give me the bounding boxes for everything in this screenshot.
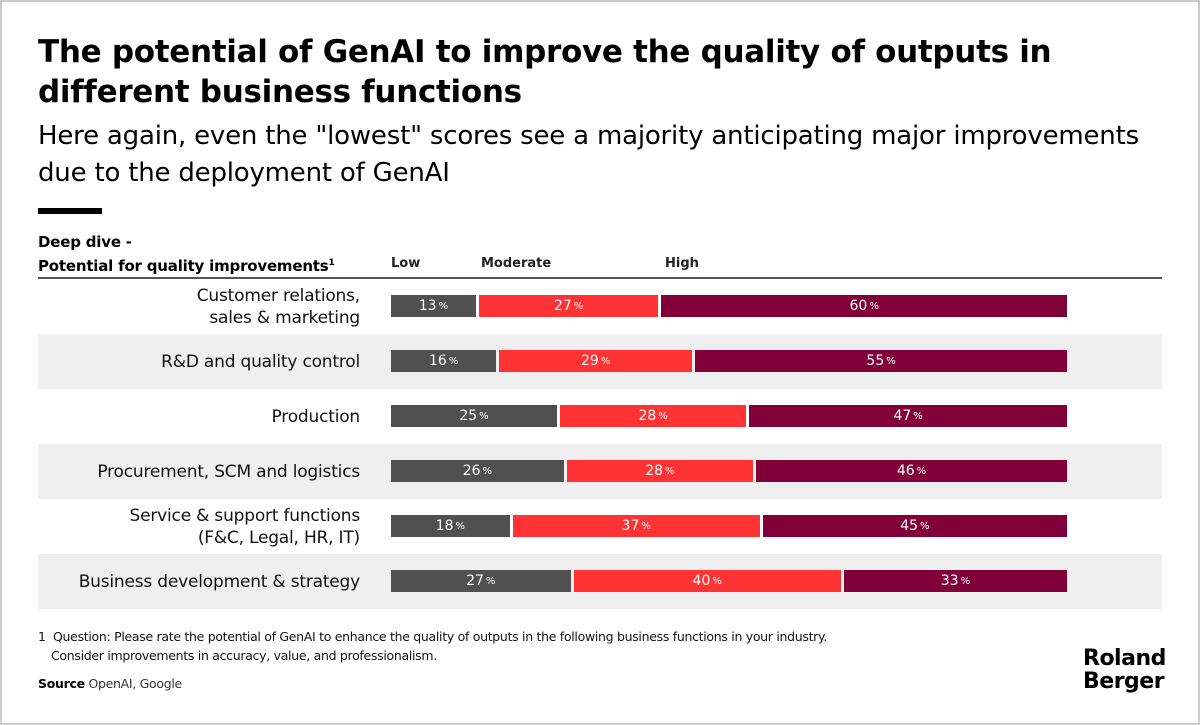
chart-row: Production 25% 28% 47%: [38, 389, 1162, 444]
header-rule: [38, 277, 1162, 279]
category-label: Procurement, SCM and logistics: [97, 461, 360, 482]
footnote-line1: Question: Please rate the potential of G…: [53, 629, 828, 644]
source-label: Source: [38, 676, 85, 691]
chart-title-line1: Deep dive -: [38, 233, 132, 251]
percent-sign: %: [641, 520, 651, 532]
stacked-bar: 26% 28% 46%: [391, 460, 1067, 482]
category-label: Customer relations, sales & marketing: [196, 285, 360, 328]
bar-segment-high: 60%: [661, 295, 1067, 317]
source-text: OpenAI, Google: [88, 676, 182, 691]
chart-row: Service & support functions (F&C, Legal,…: [38, 499, 1162, 554]
bar-segment-moderate: 28%: [560, 405, 747, 427]
stacked-bar: 25% 28% 47%: [391, 405, 1067, 427]
stacked-bar: 13% 27% 60%: [391, 295, 1067, 317]
category-label: Service & support functions (F&C, Legal,…: [129, 505, 361, 548]
stacked-bar: 18% 37% 45%: [391, 515, 1067, 537]
percent-sign: %: [573, 300, 584, 312]
percent-sign: %: [482, 465, 493, 477]
data-label: 40: [692, 573, 711, 589]
bar-segment-moderate: 27%: [478, 295, 659, 317]
data-label: 13: [418, 298, 437, 314]
footnote-number: 1: [38, 629, 46, 644]
percent-sign: %: [960, 575, 971, 587]
data-label: 46: [896, 463, 915, 479]
percent-sign: %: [916, 465, 927, 477]
data-label: 45: [900, 518, 919, 534]
category-label: R&D and quality control: [161, 351, 360, 372]
data-label: 27: [466, 573, 484, 589]
source: Source OpenAI, Google: [38, 676, 182, 691]
data-label: 33: [940, 573, 959, 589]
bar-segment-high: 33%: [843, 570, 1067, 592]
stacked-bar: 27% 40% 33%: [391, 570, 1067, 592]
percent-sign: %: [438, 300, 449, 312]
data-label: 47: [893, 408, 912, 424]
stacked-bar: 16% 29% 55%: [391, 350, 1067, 372]
bar-segment-moderate: 28%: [566, 460, 754, 482]
data-label: 28: [645, 463, 664, 479]
chart-row: Business development & strategy 27% 40% 33%: [38, 554, 1162, 609]
legend-high: High: [665, 256, 699, 271]
bar-segment-high: 47%: [749, 405, 1067, 427]
bar-segment-low: 25%: [391, 405, 557, 427]
percent-sign: %: [600, 355, 611, 367]
data-label: 60: [849, 298, 868, 314]
data-label: 29: [581, 353, 599, 369]
percent-sign: %: [485, 575, 496, 587]
data-label: 28: [638, 408, 657, 424]
bar-segment-low: 13%: [391, 295, 476, 317]
data-label: 37: [621, 518, 640, 534]
percent-sign: %: [913, 410, 923, 422]
data-label: 27: [553, 298, 572, 314]
chart-title: Deep dive - Potential for quality improv…: [38, 232, 335, 277]
bar-segment-low: 26%: [391, 460, 564, 482]
data-label: 25: [459, 408, 478, 424]
footnote-marker: 1: [328, 258, 335, 268]
footnote-line2: Consider improvements in accuracy, value…: [51, 648, 437, 663]
footnote: 1 Question: Please rate the potential of…: [38, 627, 827, 665]
data-label: 55: [866, 353, 885, 369]
bar-segment-low: 16%: [391, 350, 497, 372]
data-label: 18: [435, 518, 454, 534]
percent-sign: %: [479, 410, 489, 422]
percent-sign: %: [712, 575, 722, 587]
accent-rule: [38, 208, 102, 214]
logo-line2: Berger: [1083, 669, 1165, 694]
percent-sign: %: [920, 520, 930, 532]
category-label: Production: [271, 406, 361, 427]
percent-sign: %: [448, 355, 459, 367]
chart-row: Customer relations, sales & marketing 13%…: [38, 279, 1162, 334]
legend-low: Low: [391, 256, 421, 271]
legend-moderate: Moderate: [481, 256, 552, 271]
percent-sign: %: [869, 300, 879, 312]
bar-segment-low: 18%: [391, 515, 510, 537]
percent-sign: %: [886, 355, 896, 367]
percent-sign: %: [455, 520, 465, 532]
data-label: 26: [462, 463, 481, 479]
bar-segment-high: 55%: [695, 350, 1067, 372]
logo-line1: Roland: [1083, 646, 1166, 671]
data-label: 16: [428, 353, 447, 369]
chart-title-line2: Potential for quality improvements: [38, 257, 329, 275]
chart-rows: Customer relations, sales & marketing 13%…: [38, 279, 1162, 609]
bar-segment-high: 45%: [762, 515, 1067, 537]
bar-segment-low: 27%: [391, 570, 571, 592]
category-label: Business development & strategy: [78, 571, 360, 592]
percent-sign: %: [658, 410, 668, 422]
bar-segment-moderate: 37%: [512, 515, 760, 537]
bar-segment-high: 46%: [756, 460, 1067, 482]
roland-berger-logo: Roland Berger: [1083, 647, 1166, 693]
page-subtitle: Here again, even the "lowest" scores see…: [38, 121, 1139, 188]
bar-segment-moderate: 40%: [573, 570, 841, 592]
bar-segment-moderate: 29%: [499, 350, 693, 372]
percent-sign: %: [665, 465, 675, 477]
page-title: The potential of GenAI to improve the qu…: [38, 34, 1052, 110]
chart-row: Procurement, SCM and logistics 26% 28% 46%: [38, 444, 1162, 499]
chart-row: R&D and quality control 16% 29% 55%: [38, 334, 1162, 389]
